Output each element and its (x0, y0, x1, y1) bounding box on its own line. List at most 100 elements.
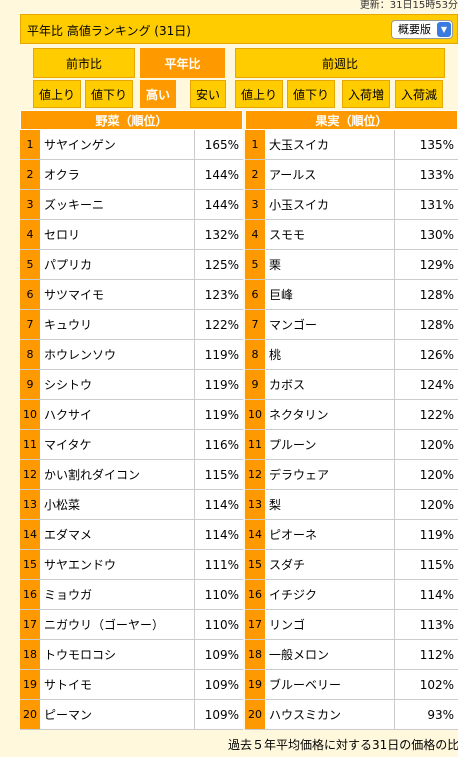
ratio: 109% (195, 700, 243, 730)
rank: 2 (245, 160, 265, 190)
name: パプリカ (40, 250, 195, 280)
rank: 14 (20, 520, 40, 550)
ratio: 144% (195, 190, 243, 220)
ratio: 144% (195, 160, 243, 190)
name: リンゴ (265, 610, 395, 640)
ratio: 165% (195, 130, 243, 160)
ratio: 120% (395, 460, 458, 490)
rank: 20 (20, 700, 40, 730)
name: デラウェア (265, 460, 395, 490)
sub-tab[interactable]: 安い (190, 80, 226, 108)
sub-tab[interactable]: 値上り (235, 80, 283, 108)
ratio: 115% (395, 550, 458, 580)
name: プルーン (265, 430, 395, 460)
ratio: 120% (395, 430, 458, 460)
ratio: 102% (395, 670, 458, 700)
select-label: 概要版 (398, 23, 431, 36)
ratio: 132% (195, 220, 243, 250)
ratio: 119% (395, 520, 458, 550)
ratio: 114% (195, 520, 243, 550)
footer: 過去５年平均価格に対する31日の価格の比 (228, 738, 458, 752)
name: 大玉スイカ (265, 130, 395, 160)
name: ミョウガ (40, 580, 195, 610)
ratio: 135% (395, 130, 458, 160)
rank: 3 (245, 190, 265, 220)
sub-tab[interactable]: 入荷減 (395, 80, 443, 108)
rank: 2 (20, 160, 40, 190)
title-bar: 平年比 高値ランキング (31日) 概要版 ▼ (20, 14, 458, 44)
sub-tab[interactable]: 高い (140, 80, 176, 108)
ratio: 113% (395, 610, 458, 640)
name: マイタケ (40, 430, 195, 460)
sub-tab[interactable]: 値上り (33, 80, 81, 108)
name: サツマイモ (40, 280, 195, 310)
ratio: 124% (395, 370, 458, 400)
name: 小松菜 (40, 490, 195, 520)
rank: 19 (245, 670, 265, 700)
select[interactable]: 概要版 ▼ (391, 20, 453, 39)
ratio: 122% (195, 310, 243, 340)
ratio: 119% (195, 370, 243, 400)
name: トウモロコシ (40, 640, 195, 670)
ratio: 116% (195, 430, 243, 460)
ratio: 119% (195, 340, 243, 370)
title: 平年比 高値ランキング (31日) (27, 24, 191, 38)
ratio: 109% (195, 670, 243, 700)
ratio: 128% (395, 280, 458, 310)
name: 小玉スイカ (265, 190, 395, 220)
select-arrow: ▼ (437, 22, 451, 37)
name: ブルーベリー (265, 670, 395, 700)
ratio: 133% (395, 160, 458, 190)
name: エダマメ (40, 520, 195, 550)
name: かい割れダイコン (40, 460, 195, 490)
ratio: 125% (195, 250, 243, 280)
rank: 15 (20, 550, 40, 580)
name: セロリ (40, 220, 195, 250)
name: サヤインゲン (40, 130, 195, 160)
ratio: 112% (395, 640, 458, 670)
name: 梨 (265, 490, 395, 520)
rank: 6 (20, 280, 40, 310)
rank: 13 (245, 490, 265, 520)
name: 桃 (265, 340, 395, 370)
tab[interactable]: 前市比 (33, 48, 135, 78)
name: キュウリ (40, 310, 195, 340)
rank: 18 (245, 640, 265, 670)
rank: 4 (20, 220, 40, 250)
rank: 19 (20, 670, 40, 700)
ratio: 110% (195, 610, 243, 640)
ratio: 128% (395, 310, 458, 340)
sub-tab[interactable]: 値下り (287, 80, 335, 108)
name: シシトウ (40, 370, 195, 400)
rank: 16 (20, 580, 40, 610)
rank: 1 (245, 130, 265, 160)
name: カボス (265, 370, 395, 400)
rank: 10 (245, 400, 265, 430)
name: ネクタリン (265, 400, 395, 430)
ratio: 122% (395, 400, 458, 430)
rank: 12 (20, 460, 40, 490)
ratio: 126% (395, 340, 458, 370)
rank: 20 (245, 700, 265, 730)
sub-tab[interactable]: 入荷増 (342, 80, 390, 108)
rank: 3 (20, 190, 40, 220)
name: アールス (265, 160, 395, 190)
name: サヤエンドウ (40, 550, 195, 580)
tab[interactable]: 平年比 (140, 48, 225, 78)
sub-tab[interactable]: 値下り (85, 80, 133, 108)
name: スモモ (265, 220, 395, 250)
rank: 17 (245, 610, 265, 640)
ratio: 120% (395, 490, 458, 520)
table-header: 果実（順位） (245, 110, 458, 130)
name: サトイモ (40, 670, 195, 700)
rank: 11 (20, 430, 40, 460)
name: スダチ (265, 550, 395, 580)
tab[interactable]: 前週比 (235, 48, 445, 78)
table-header: 野菜（順位） (20, 110, 243, 130)
ratio: 123% (195, 280, 243, 310)
rank: 16 (245, 580, 265, 610)
name: 一般メロン (265, 640, 395, 670)
ratio: 93% (395, 700, 458, 730)
name: ズッキーニ (40, 190, 195, 220)
